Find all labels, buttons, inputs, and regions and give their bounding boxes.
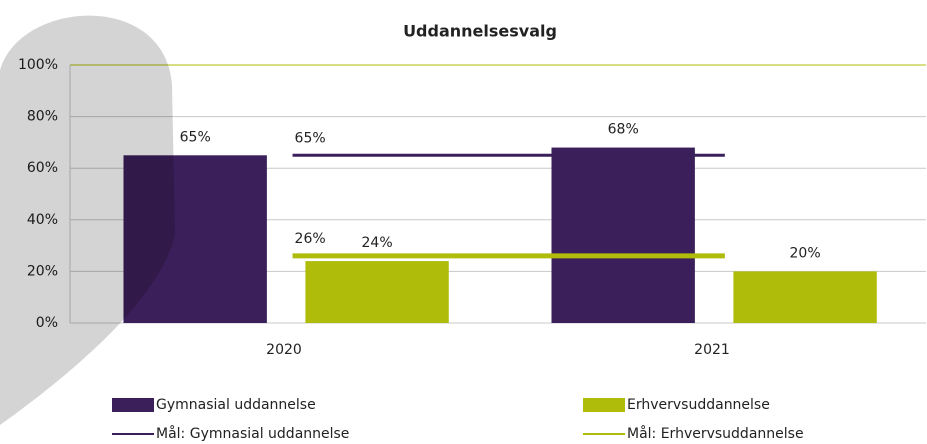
- bar: [551, 147, 695, 323]
- x-tick-label: 2020: [266, 342, 302, 358]
- value-label: 20%: [790, 245, 821, 261]
- decor-shape: [0, 15, 175, 425]
- value-label: 24%: [362, 235, 393, 251]
- y-tick-label: 60%: [27, 160, 58, 176]
- legend-label: Mål: Erhvervsuddannelse: [627, 425, 804, 442]
- y-tick-label: 80%: [27, 109, 58, 125]
- value-label: 68%: [608, 122, 639, 138]
- target-label: 65%: [295, 130, 326, 146]
- x-tick-label: 2021: [694, 342, 730, 358]
- chart-title: Uddannelsesvalg: [403, 22, 557, 41]
- y-tick-label: 40%: [27, 212, 58, 228]
- legend-swatch: [112, 398, 154, 412]
- y-tick-label: 20%: [27, 263, 58, 279]
- legend-label: Erhvervsuddannelse: [627, 397, 770, 413]
- legend-swatch: [583, 398, 625, 412]
- y-tick-label: 0%: [36, 315, 58, 331]
- legend-label: Gymnasial uddannelse: [156, 397, 316, 413]
- bar: [733, 271, 877, 323]
- y-tick-label: 100%: [18, 57, 58, 73]
- legend-label: Mål: Gymnasial uddannelse: [156, 425, 349, 442]
- target-label: 26%: [295, 231, 326, 247]
- value-label: 65%: [180, 129, 211, 145]
- bar: [305, 261, 449, 323]
- bar: [123, 155, 267, 323]
